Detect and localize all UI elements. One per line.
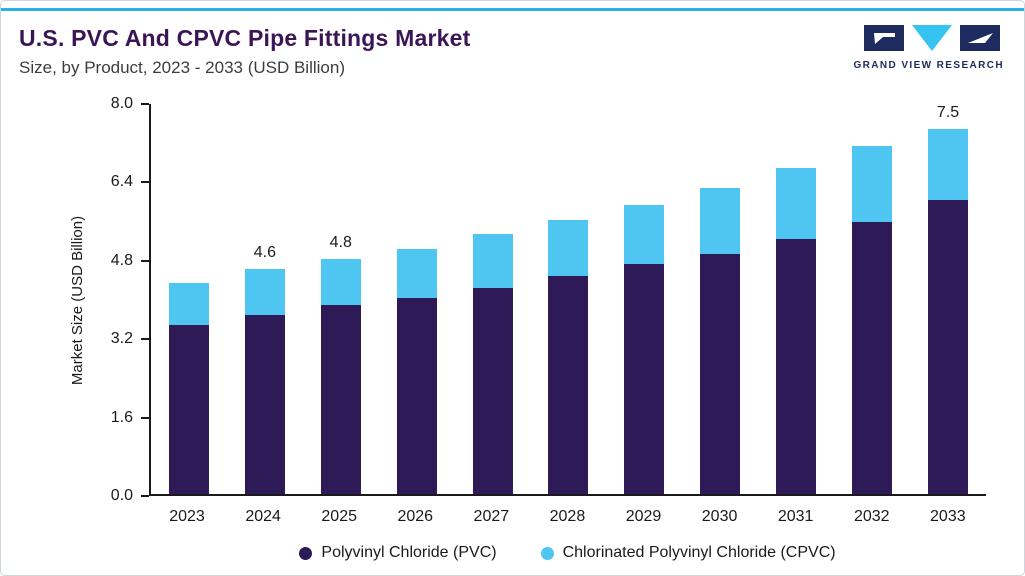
y-axis-tick-mark <box>141 259 149 262</box>
legend-item-pvc: Polyvinyl Chloride (PVC) <box>299 544 497 562</box>
legend-label-cpvc: Chlorinated Polyvinyl Chloride (CPVC) <box>562 544 836 561</box>
y-axis-tick-label: 6.4 <box>110 173 133 191</box>
x-axis-tick-label-2033: 2033 <box>930 508 966 525</box>
bar-2026 <box>396 104 437 494</box>
bar-segment-pvc-2033 <box>928 199 969 494</box>
x-axis-tick-label-2026: 2026 <box>397 508 434 525</box>
x-axis-tick-label-2032: 2032 <box>853 508 890 525</box>
bar-segment-cpvc-2033 <box>928 129 969 200</box>
logo-mark-icon <box>864 25 1004 55</box>
bar-2033: 7.5 <box>928 104 969 494</box>
bar-2027 <box>472 104 513 494</box>
bar-segment-cpvc-2032 <box>852 146 893 223</box>
chart-title: U.S. PVC And CPVC Pipe Fittings Market <box>19 25 471 51</box>
bar-segment-cpvc-2030 <box>700 187 741 254</box>
chart-area: Market Size (USD Billion) 0.0 1.6 3.2 4.8 6.… <box>1 95 1024 575</box>
legend-item-cpvc: Chlorinated Polyvinyl Chloride (CPVC) <box>540 544 836 562</box>
x-axis-tick-label-2029: 2029 <box>625 508 662 525</box>
y-axis-tick-mark <box>141 416 149 419</box>
bar-value-label-2025: 4.8 <box>329 233 352 251</box>
y-axis-tick-label: 1.6 <box>110 408 133 426</box>
bar-2024: 4.6 <box>244 104 285 494</box>
bar-segment-cpvc-2029 <box>624 204 665 264</box>
x-axis-tick-label-2028: 2028 <box>549 508 586 525</box>
legend-label-pvc: Polyvinyl Chloride (PVC) <box>321 544 497 561</box>
bar-segment-pvc-2028 <box>548 275 589 494</box>
bar-segment-cpvc-2031 <box>776 168 817 240</box>
bar-2031 <box>776 104 817 494</box>
bar-segment-pvc-2025 <box>320 305 361 494</box>
y-axis-tick-mark <box>141 338 149 341</box>
y-axis-tick-label: 4.8 <box>110 251 133 269</box>
bar-segment-cpvc-2024 <box>244 268 285 316</box>
legend-dot-pvc <box>299 546 313 560</box>
bar-segment-pvc-2027 <box>472 288 513 494</box>
legend-dot-cpvc <box>540 546 554 560</box>
y-axis-tick-mark <box>141 103 149 105</box>
bar-segment-pvc-2031 <box>776 239 817 494</box>
y-axis-tick-mark <box>141 181 149 184</box>
bar-segment-pvc-2024 <box>244 315 285 494</box>
bar-value-label-2024: 4.6 <box>253 243 276 261</box>
bar-2023 <box>168 104 209 494</box>
chart-header: U.S. PVC And CPVC Pipe Fittings Market S… <box>19 25 1004 78</box>
bar-2030 <box>700 104 741 494</box>
bar-2028 <box>548 104 589 494</box>
x-axis-labels: 2023 2024 2025 2026 2027 2028 2029 2030 2031 2032… <box>149 508 986 526</box>
bar-segment-cpvc-2026 <box>396 249 437 298</box>
bar-value-label-2033: 7.5 <box>936 104 960 121</box>
x-axis-tick-label-2023: 2023 <box>169 508 205 525</box>
x-axis-tick-label-2025: 2025 <box>321 508 357 525</box>
x-axis-tick-label-2024: 2024 <box>245 508 281 525</box>
brand-logo: GRAND VIEW RESEARCH <box>854 25 1005 71</box>
x-axis-tick-label-2031: 2031 <box>777 508 814 525</box>
legend: Polyvinyl Chloride (PVC) Chlorinated Poly… <box>149 544 986 562</box>
bar-segment-pvc-2032 <box>852 222 893 494</box>
bar-segment-pvc-2030 <box>700 253 741 494</box>
y-axis-tick-label: 0.0 <box>110 487 133 504</box>
chart-subtitle: Size, by Product, 2023 - 2033 (USD Billi… <box>19 58 345 77</box>
bar-segment-cpvc-2025 <box>320 258 361 306</box>
y-axis-tick-mark <box>141 495 149 497</box>
bar-segment-cpvc-2028 <box>548 219 589 276</box>
title-block: U.S. PVC And CPVC Pipe Fittings Market S… <box>19 25 470 78</box>
y-axis: 0.0 1.6 3.2 4.8 6.4 8.0 <box>1 95 149 504</box>
y-axis-tick-label: 3.2 <box>110 330 133 348</box>
bar-segment-pvc-2023 <box>168 324 209 494</box>
bar-segment-cpvc-2027 <box>472 234 513 289</box>
bar-segment-pvc-2026 <box>396 298 437 494</box>
y-axis-tick-label: 8.0 <box>110 95 133 112</box>
bar-2032 <box>852 104 893 494</box>
top-accent-bar <box>1 8 1024 11</box>
plot-area: 4.6 4.8 7.5 <box>149 104 986 496</box>
x-axis-tick-label-2027: 2027 <box>473 508 510 525</box>
bar-2025: 4.8 <box>320 104 361 494</box>
bar-segment-pvc-2029 <box>624 263 665 494</box>
x-axis-tick-label-2030: 2030 <box>701 508 738 525</box>
bar-2029 <box>624 104 665 494</box>
logo-text: GRAND VIEW RESEARCH <box>853 60 1004 71</box>
bar-segment-cpvc-2023 <box>168 283 209 325</box>
